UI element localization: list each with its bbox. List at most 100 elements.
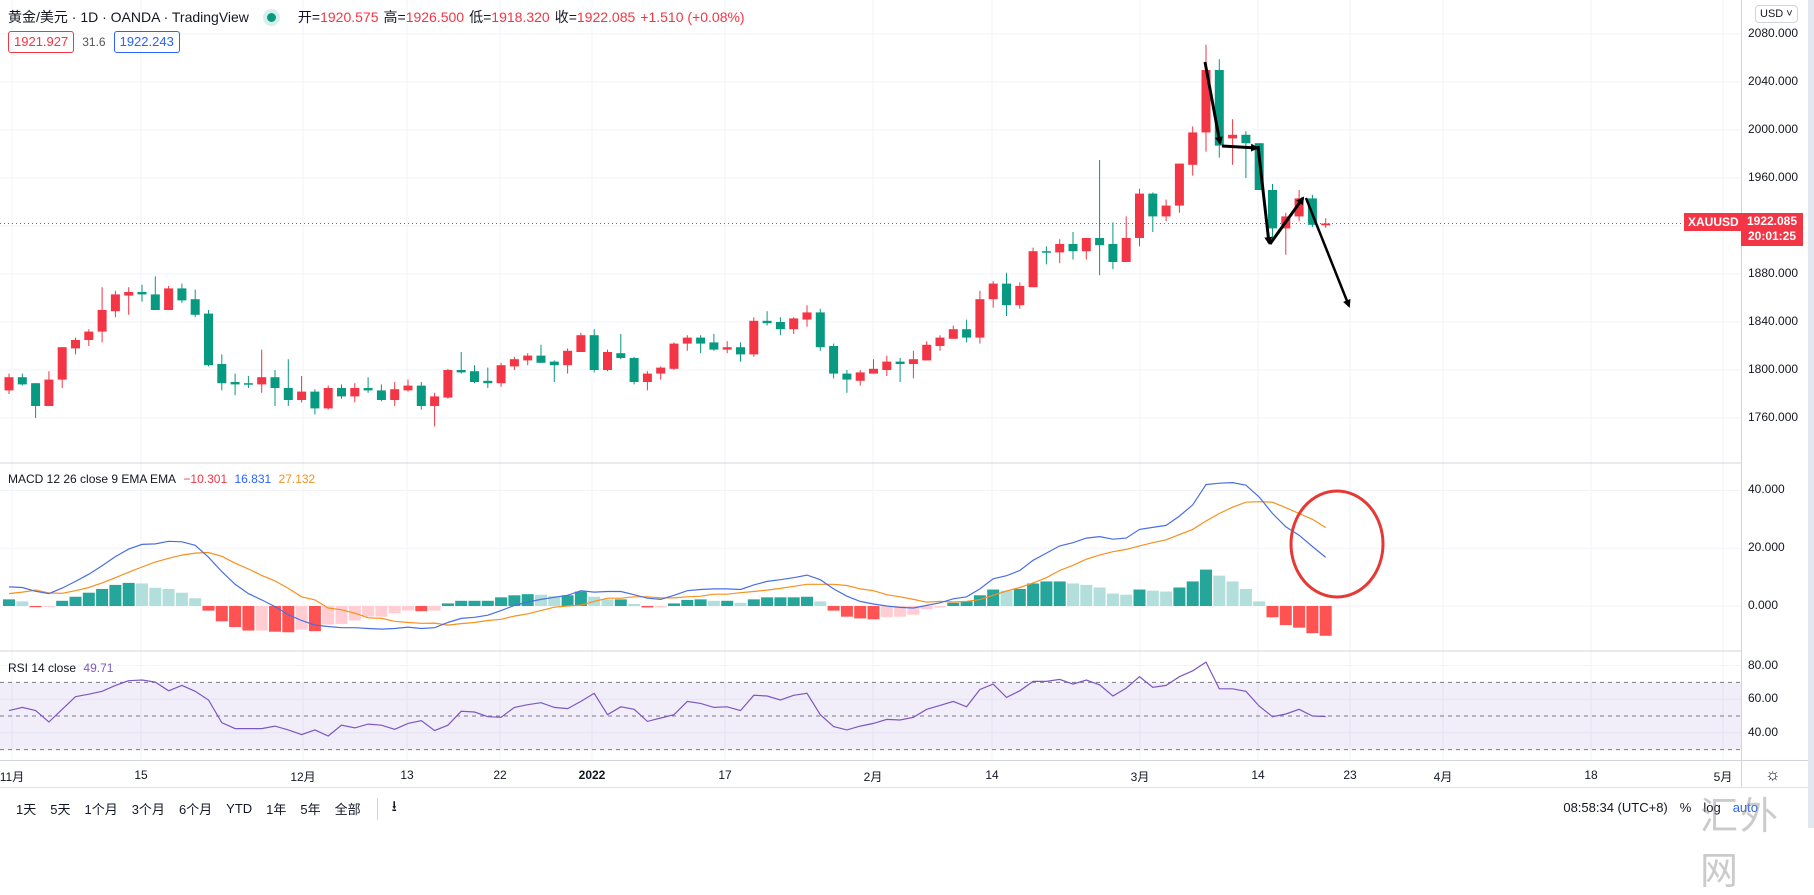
macd-histogram-bar [322, 606, 335, 625]
symbol-header: 黄金/美元 · 1D · OANDA · TradingView 开= 1920.… [8, 7, 750, 27]
macd-histogram-bar [495, 597, 508, 606]
settings-gear-icon[interactable]: ☼ [1765, 765, 1781, 784]
macd-histogram-bar [3, 599, 15, 606]
candle-body [682, 337, 692, 344]
range-all-button[interactable]: 全部 [334, 802, 361, 817]
macd-histogram-bar [29, 606, 42, 608]
candle-body [536, 355, 546, 363]
time-label: 23 [1343, 768, 1357, 782]
candle-body [1108, 244, 1118, 262]
candle-body [1188, 132, 1198, 165]
toolbar-right: 08:58:34 (UTC+8) % log auto [1563, 800, 1758, 815]
candle [1108, 222, 1118, 270]
range-1m-button[interactable]: 1个月 [84, 802, 118, 817]
time-label: 4月 [1433, 770, 1453, 784]
range-1d-button[interactable]: 1天 [16, 802, 37, 817]
range-5y-button[interactable]: 5年 [300, 802, 321, 817]
high-label: 高= [383, 9, 406, 25]
candle-body [1121, 238, 1131, 262]
candle-body [403, 385, 413, 391]
rsi-value: 49.71 [83, 661, 114, 675]
candle-body [270, 377, 280, 388]
macd-histogram-bar [1013, 588, 1026, 606]
arrow-drawing[interactable] [1221, 143, 1259, 152]
arrow-drawing[interactable] [1268, 196, 1305, 245]
arrow-drawing[interactable] [1304, 197, 1351, 308]
drawings[interactable] [1203, 61, 1385, 599]
candle [297, 376, 307, 403]
candle [230, 373, 240, 396]
macd-legend[interactable]: MACD 12 26 close 9 EMA EMA −10.301 16.83… [8, 472, 319, 486]
macd-histogram-bar [734, 602, 747, 606]
candle-body [17, 377, 27, 385]
candle-body [1201, 70, 1211, 133]
candle-body [390, 389, 400, 400]
quote-panel: 1921.927 31.6 1922.243 [8, 31, 180, 53]
macd-histogram-bar [1120, 594, 1133, 606]
range-buttons: 1天 5天 1个月 3个月 6个月 YTD 1年 5年 全部 [16, 799, 361, 818]
buy-button[interactable]: 1922.243 [113, 31, 180, 53]
sell-button[interactable]: 1921.927 [8, 31, 75, 53]
candle-body [71, 340, 80, 349]
macd-histogram-bar [1000, 590, 1013, 606]
macd-histogram-bar [269, 606, 281, 632]
price-axis[interactable]: 2080.000 2040.000 2000.000 1960.000 1880.000… [1741, 0, 1809, 787]
macd-histogram-bar [1253, 601, 1266, 606]
candle [762, 311, 772, 326]
candle [869, 359, 878, 374]
candle [642, 371, 652, 391]
circle-drawing[interactable] [1289, 489, 1385, 599]
time-label: 12月 [290, 770, 316, 784]
price-pane[interactable] [0, 44, 1741, 427]
candle-body [629, 358, 639, 382]
symbol-title[interactable]: 黄金/美元 · 1D · OANDA · TradingView [8, 9, 249, 25]
candle [908, 350, 918, 379]
macd-pane[interactable] [3, 481, 1332, 636]
candle-body [789, 318, 799, 330]
candle-body [350, 388, 360, 397]
candle-body [815, 312, 825, 348]
macd-histogram-bar [1080, 584, 1093, 606]
range-3m-button[interactable]: 3个月 [131, 802, 165, 817]
price-tick-label: 2080.000 [1748, 26, 1799, 40]
macd-hist-value: −10.301 [183, 472, 228, 486]
range-5d-button[interactable]: 5天 [50, 802, 71, 817]
candle [656, 366, 666, 380]
arrow-drawing[interactable] [1256, 145, 1273, 245]
macd-histogram-bar [947, 602, 960, 606]
range-ytd-button[interactable]: YTD [226, 801, 253, 816]
log-scale-toggle[interactable]: log [1703, 800, 1721, 815]
currency-dropdown[interactable]: USD ˅ [1755, 5, 1798, 23]
time-axis[interactable]: 11月 15 12月 13 22 2022 17 2月 14 3月 14 23 … [0, 760, 1808, 788]
right-scrollbar[interactable] [1808, 0, 1814, 828]
candle [177, 283, 187, 303]
rsi-legend[interactable]: RSI 14 close 49.71 [8, 661, 117, 675]
macd-histogram-bar [375, 606, 388, 617]
candle-body [217, 364, 227, 384]
candle-body [669, 343, 679, 369]
clock-timezone[interactable]: 08:58:34 (UTC+8) [1563, 800, 1668, 815]
range-6m-button[interactable]: 6个月 [178, 802, 213, 817]
range-1y-button[interactable]: 1年 [266, 802, 287, 817]
arrow-drawing[interactable] [1203, 61, 1223, 145]
candle [1201, 44, 1211, 152]
close-label: 收= [554, 9, 577, 25]
candle [563, 348, 573, 374]
time-label: 13 [400, 768, 414, 782]
macd-histogram-bar [189, 598, 202, 606]
macd-histogram-bar [1213, 575, 1226, 606]
candle-body [642, 373, 652, 382]
rsi-pane[interactable] [0, 661, 1741, 751]
percent-scale-toggle[interactable]: % [1679, 800, 1692, 815]
macd-histogram-bar [202, 606, 215, 611]
candle [669, 342, 679, 370]
time-label: 3月 [1130, 770, 1150, 784]
candle [1002, 272, 1011, 316]
candle [31, 383, 41, 418]
auto-scale-toggle[interactable]: auto [1732, 800, 1758, 815]
candle [1148, 192, 1158, 232]
chart-canvas[interactable] [0, 0, 1808, 760]
candle [895, 358, 905, 382]
goto-date-icon[interactable]: ⭳ [391, 798, 397, 815]
candle [403, 379, 413, 392]
